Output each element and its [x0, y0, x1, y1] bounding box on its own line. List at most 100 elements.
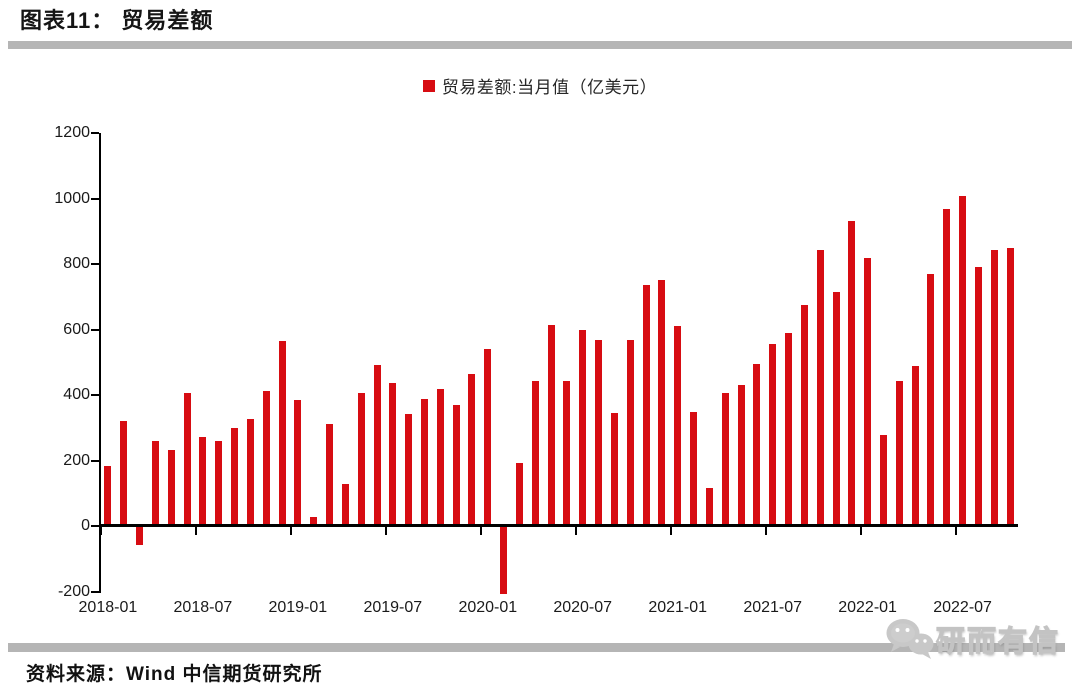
x-tick-2020-07	[574, 527, 577, 535]
x-tick-2022-07	[954, 527, 957, 535]
bar-2019-04	[341, 483, 349, 527]
y-tick-600	[91, 328, 99, 331]
title-divider	[8, 41, 1072, 49]
bar-2022-06	[943, 209, 951, 527]
x-tick-2018-07	[195, 527, 197, 535]
bar-2021-04	[721, 393, 729, 527]
bar-2020-03	[515, 462, 523, 527]
bar-2021-03	[705, 488, 713, 527]
x-axis-zero-line	[99, 524, 1018, 527]
bar-2019-12	[468, 373, 476, 527]
y-tick--200	[91, 591, 99, 593]
x-tick-2018-01	[100, 527, 102, 535]
bar-2022-05	[927, 274, 935, 527]
bar-2021-12	[848, 221, 856, 527]
bar-2021-06	[753, 364, 761, 527]
bar-2021-09	[800, 304, 808, 527]
bar-2019-03	[326, 423, 333, 527]
bar-2022-08	[974, 267, 982, 527]
legend-label: 贸易差额:当月值（亿美元）	[441, 78, 658, 97]
bar-2022-03	[895, 380, 903, 527]
y-tick-label-800: 800	[63, 255, 90, 273]
x-tick-label-2018-07: 2018-07	[173, 599, 233, 616]
x-tick-2020-01	[479, 527, 482, 535]
y-tick-1000	[91, 197, 99, 200]
watermark-label: 研而有信	[935, 625, 1061, 658]
bar-2020-12	[658, 279, 666, 527]
x-tick-2021-01	[669, 527, 672, 535]
watermark: 研而有信	[884, 616, 1060, 662]
bar-2022-02	[880, 434, 887, 527]
wechat-icon	[886, 619, 934, 659]
bar-2018-09	[231, 428, 238, 527]
x-tick-label-2019-01: 2019-01	[268, 599, 328, 616]
bar-2019-07	[389, 383, 397, 527]
bar-2019-09	[421, 398, 428, 527]
bar-2019-06	[373, 365, 381, 527]
x-tick-label-2022-07: 2022-07	[933, 599, 992, 616]
bar-2021-11	[832, 292, 840, 527]
x-tick-2021-07	[764, 527, 767, 535]
bar-2020-11	[642, 284, 650, 527]
footer-divider	[8, 643, 1065, 652]
bar-2019-01	[294, 399, 302, 527]
bar-2019-11	[452, 405, 460, 527]
y-tick-0	[91, 525, 99, 528]
chart-legend: 贸易差额:当月值（亿美元）	[0, 73, 1080, 98]
bar-2018-11	[262, 391, 270, 527]
bar-2018-06	[183, 393, 191, 527]
bar-2018-08	[215, 440, 223, 527]
y-tick-label-1000: 1000	[54, 189, 90, 207]
bar-2022-09	[990, 249, 998, 527]
bar-2022-01	[864, 257, 872, 527]
x-tick-2019-07	[384, 527, 387, 535]
bar-2020-10	[626, 340, 634, 527]
bar-2021-08	[785, 333, 792, 527]
bar-2021-10	[816, 249, 824, 527]
bar-2018-04	[151, 440, 159, 527]
bar-2018-03	[136, 526, 144, 546]
bar-2020-02	[500, 526, 508, 595]
y-tick-label-400: 400	[63, 386, 90, 404]
bar-2020-05	[547, 325, 555, 527]
y-tick-label-200: 200	[63, 451, 90, 469]
legend-square-icon	[422, 79, 435, 92]
figure-title: 图表11： 贸易差额	[20, 8, 214, 33]
bar-2019-02	[310, 516, 318, 527]
y-tick-label-1200: 1200	[54, 124, 90, 141]
bar-2018-07	[199, 436, 207, 527]
bar-2022-10	[1006, 248, 1014, 527]
y-tick-800	[91, 263, 99, 266]
bar-2018-12	[278, 341, 286, 527]
x-tick-label-2018-01: 2018-01	[78, 599, 138, 616]
bar-2020-07	[579, 330, 587, 527]
bar-2020-01	[484, 348, 492, 527]
bar-2020-08	[595, 340, 603, 527]
bar-2019-08	[405, 413, 413, 527]
y-tick-label--200: -200	[57, 583, 90, 600]
bar-2019-10	[436, 388, 444, 527]
bar-2020-06	[563, 381, 571, 527]
x-tick-2019-01	[289, 527, 292, 535]
bar-2018-05	[167, 450, 175, 527]
x-tick-label-2021-07: 2021-07	[743, 599, 803, 616]
y-axis	[99, 133, 101, 593]
x-tick-label-2019-07: 2019-07	[363, 599, 423, 616]
bar-2020-09	[610, 412, 618, 527]
y-tick-400	[91, 394, 99, 397]
y-tick-label-0: 0	[81, 517, 90, 535]
bar-2018-01	[104, 465, 112, 527]
bar-2021-05	[737, 385, 745, 527]
y-tick-label-600: 600	[63, 320, 90, 338]
bar-2018-02	[120, 420, 128, 527]
bar-2019-05	[357, 392, 365, 527]
bar-2021-07	[769, 343, 777, 527]
source-note: 资料来源：Wind 中信期货研究所	[26, 664, 323, 685]
y-tick-1200	[91, 132, 99, 134]
x-tick-label-2021-01: 2021-01	[648, 599, 708, 616]
x-tick-2022-01	[859, 527, 862, 535]
bar-2021-02	[690, 412, 697, 527]
x-tick-label-2020-01: 2020-01	[458, 599, 518, 616]
